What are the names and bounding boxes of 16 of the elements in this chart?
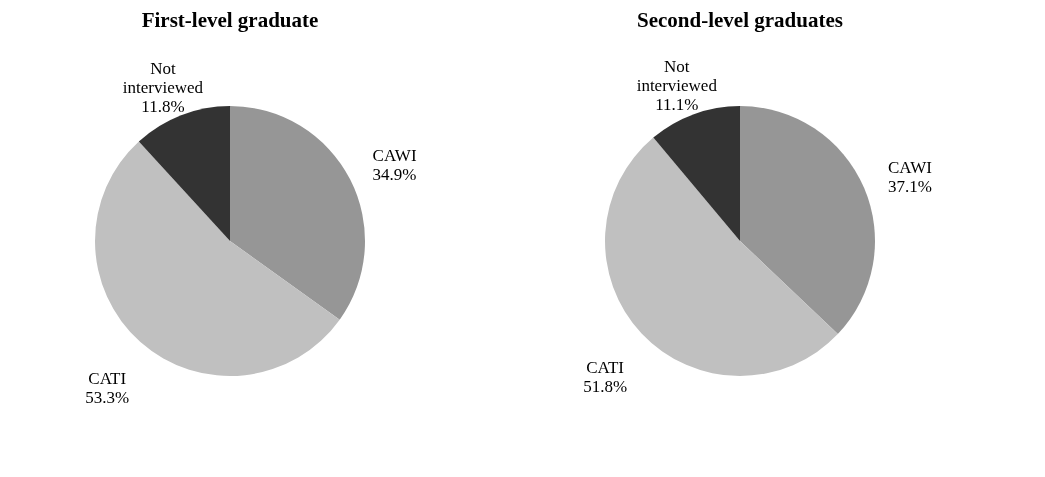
slice-label: CATI (586, 357, 625, 377)
chart-title: Second-level graduates (637, 8, 843, 32)
slice-label: Not interviewed (636, 57, 718, 96)
data-label: 53.3% (85, 388, 130, 408)
slice-label: CAWI (372, 146, 417, 166)
chart-title: First-level graduate (141, 8, 319, 32)
slice-label: CATI (88, 369, 127, 389)
slice-label: CAWI (888, 158, 933, 178)
pie-slice (230, 106, 365, 320)
data-label: 11.8% (141, 96, 185, 116)
pie-slice (740, 106, 875, 335)
data-label: 11.1% (655, 95, 699, 115)
data-label: 34.9% (372, 165, 417, 185)
slice-label: Not interviewed (122, 58, 204, 97)
data-label: 51.8% (583, 376, 628, 396)
data-label: 37.1% (888, 177, 932, 197)
